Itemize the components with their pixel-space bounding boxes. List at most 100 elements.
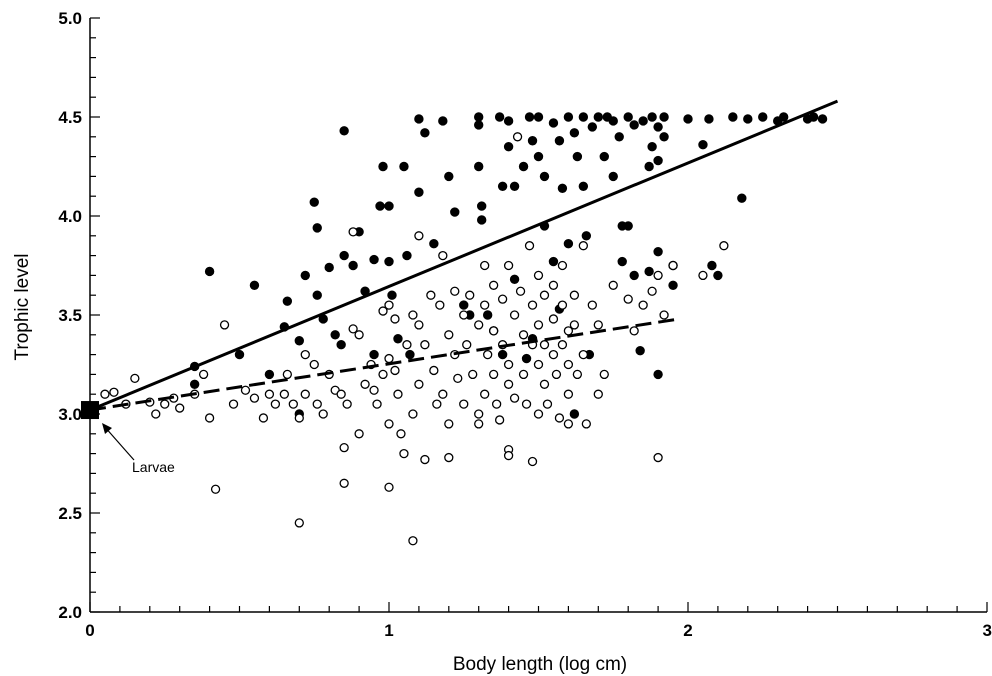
filled-point <box>474 112 484 122</box>
open-point <box>390 365 400 376</box>
filled-point <box>375 201 385 211</box>
open-point <box>542 399 553 409</box>
filled-point <box>482 310 493 320</box>
open-point <box>228 399 239 409</box>
filled-point <box>494 112 505 122</box>
open-point <box>294 518 304 528</box>
open-point <box>339 443 349 453</box>
filled-point <box>189 379 200 389</box>
open-point <box>569 290 580 300</box>
filled-point <box>659 112 669 122</box>
open-point <box>668 260 678 271</box>
filled-point <box>369 349 379 360</box>
open-point <box>312 399 322 409</box>
open-point <box>483 349 493 360</box>
filled-point <box>518 161 529 172</box>
filled-point <box>294 336 304 346</box>
open-point <box>378 306 388 316</box>
filled-point <box>312 290 322 300</box>
open-point <box>175 403 185 413</box>
filled-point <box>548 118 559 128</box>
open-point <box>369 385 379 395</box>
open-point <box>384 482 394 492</box>
open-point <box>593 389 603 399</box>
open-point <box>459 310 469 320</box>
filled-point <box>569 128 580 138</box>
filled-point <box>474 161 484 172</box>
filled-point <box>647 142 657 152</box>
filled-point <box>324 262 334 273</box>
open-point <box>698 270 708 281</box>
x-tick-label: 3 <box>983 621 992 640</box>
filled-point <box>599 151 609 162</box>
open-point <box>518 330 529 340</box>
filled-point <box>414 187 424 197</box>
filled-point <box>444 171 454 182</box>
filled-point <box>614 132 624 142</box>
open-point <box>360 379 370 389</box>
open-point <box>444 419 454 429</box>
open-point <box>432 399 442 409</box>
open-point <box>503 260 514 271</box>
filled-point <box>339 126 349 136</box>
open-point <box>548 280 559 290</box>
filled-point <box>563 112 574 122</box>
filled-point <box>393 334 403 344</box>
open-point <box>100 389 110 399</box>
filled-point <box>713 270 723 281</box>
filled-point <box>587 122 598 132</box>
open-point <box>210 484 221 494</box>
open-point <box>719 241 729 251</box>
open-point <box>488 326 499 336</box>
y-tick-label: 4.5 <box>58 108 82 127</box>
filled-point <box>336 340 346 350</box>
x-axis-title: Body length (log cm) <box>453 654 627 675</box>
open-point <box>160 399 170 409</box>
larvae-marker <box>81 401 99 420</box>
filled-point <box>312 223 322 233</box>
larvae-label: Larvae <box>132 459 175 475</box>
y-tick-label: 3.5 <box>58 306 82 325</box>
axes: 2.0 2.5 3.0 3.5 4.0 4.5 5.0 0 1 2 3 <box>58 9 992 640</box>
open-point <box>408 409 418 419</box>
filled-point <box>204 266 215 277</box>
y-tick-label: 4.0 <box>58 207 82 226</box>
open-point <box>264 389 275 399</box>
filled-point <box>653 246 663 257</box>
open-point <box>393 389 403 399</box>
filled-point <box>683 114 693 124</box>
open-point <box>249 393 260 403</box>
open-point <box>515 286 526 296</box>
filled-point <box>348 260 358 271</box>
open-point <box>372 399 382 409</box>
filled-point <box>234 349 245 360</box>
open-point <box>462 340 472 350</box>
open-point <box>509 310 520 320</box>
annotation-larvae: Larvae <box>81 401 175 475</box>
filled-point <box>557 183 568 193</box>
open-point <box>527 456 538 467</box>
open-point <box>279 389 290 399</box>
open-point <box>491 399 502 409</box>
open-point <box>587 300 597 310</box>
open-point <box>151 409 161 419</box>
filled-point <box>330 330 340 340</box>
filled-point <box>623 221 633 231</box>
open-point <box>336 389 346 399</box>
open-point <box>408 310 418 320</box>
filled-point <box>509 181 520 192</box>
open-point <box>638 300 648 310</box>
filled-point <box>309 197 319 207</box>
open-point <box>300 389 310 399</box>
open-point <box>318 409 328 419</box>
solid-fit-line <box>89 99 839 412</box>
open-point <box>399 448 409 459</box>
filled-point <box>653 122 663 132</box>
open-point <box>438 250 448 261</box>
open-point <box>474 320 484 330</box>
open-point <box>384 419 394 429</box>
filled-point <box>647 112 657 122</box>
filled-point <box>608 171 618 182</box>
y-axis-title: Trophic level <box>12 253 33 360</box>
